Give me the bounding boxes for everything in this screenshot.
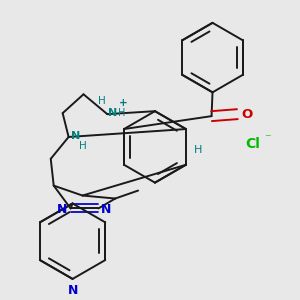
- Text: N: N: [70, 131, 80, 141]
- Text: +: +: [119, 98, 128, 108]
- Text: O: O: [241, 108, 253, 121]
- Text: N: N: [101, 203, 112, 216]
- Text: N: N: [108, 108, 118, 118]
- Text: H: H: [118, 108, 126, 118]
- Text: H: H: [194, 145, 202, 155]
- Text: Cl: Cl: [245, 137, 260, 151]
- Text: N: N: [57, 203, 68, 216]
- Text: H: H: [98, 96, 106, 106]
- Text: N: N: [68, 284, 78, 297]
- Text: H: H: [79, 141, 86, 151]
- Text: ⁻: ⁻: [264, 133, 270, 146]
